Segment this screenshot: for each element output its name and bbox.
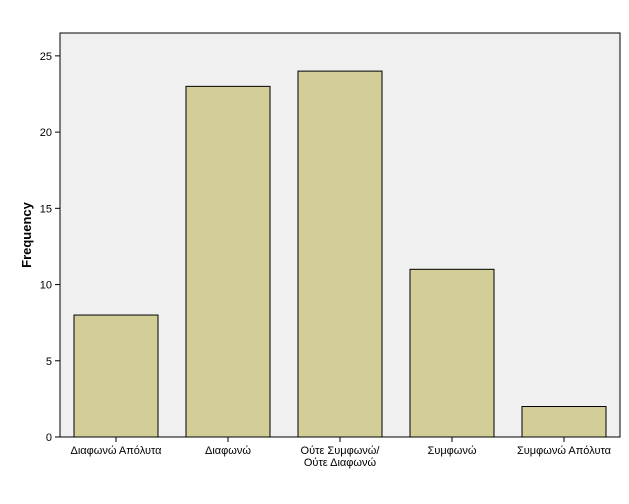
x-axis-labels: Διαφωνώ Απόλυτα Διαφωνώ Ούτε Συμφωνώ/Ούτε …	[70, 437, 612, 469]
x-category-label: Ούτε Συμφωνώ/Ούτε Διαφωνώ	[301, 445, 381, 469]
x-category-label: Συμφωνώ	[428, 445, 477, 457]
x-category-label-line: Διαφωνώ	[205, 445, 251, 457]
x-category-label-line: Ούτε Διαφωνώ	[304, 457, 377, 469]
x-category-label-line: Διαφωνώ Απόλυτα	[70, 445, 162, 457]
bars-group	[73, 70, 607, 438]
x-category-label: Διαφωνώ Απόλυτα	[70, 445, 162, 457]
y-tick-label: 10	[40, 280, 52, 292]
x-category-label-line: Συμφωνώ	[428, 445, 477, 457]
y-tick-label: 0	[46, 432, 52, 444]
x-category-label-line: Ούτε Συμφωνώ/	[301, 445, 381, 457]
y-tick-label: 25	[40, 51, 52, 63]
x-category-label-line: Συμφωνώ Απόλυτα	[517, 445, 612, 457]
y-tick-label: 5	[46, 356, 52, 368]
x-category-label: Διαφωνώ	[205, 445, 251, 457]
bar	[521, 406, 607, 438]
x-category-label: Συμφωνώ Απόλυτα	[517, 445, 612, 457]
bar	[73, 314, 159, 438]
y-axis: 0 5 10 15 20 25	[40, 51, 60, 444]
y-tick-label: 15	[40, 203, 52, 215]
bar	[185, 85, 271, 438]
y-tick-label: 20	[40, 127, 52, 139]
y-axis-title: Frequency	[19, 201, 34, 268]
bar	[297, 70, 383, 438]
bar	[409, 268, 495, 438]
